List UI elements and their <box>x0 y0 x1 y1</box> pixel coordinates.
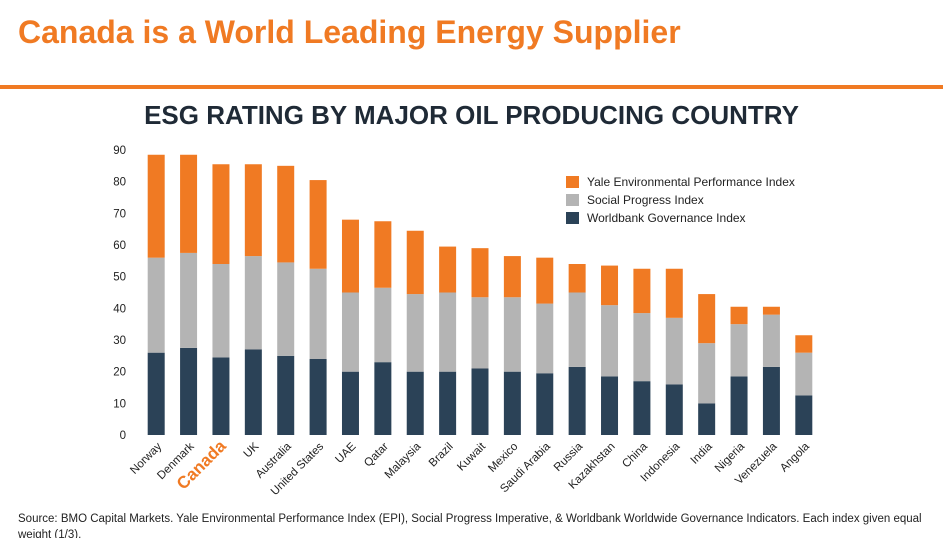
legend-swatch-worldbank-governance-index <box>566 212 579 224</box>
x-category-label: Canada <box>173 436 230 493</box>
bar-china-yale-environmental-performance-index <box>633 268 651 314</box>
bar-china-social-progress-index <box>633 313 651 382</box>
bar-uae-worldbank-governance-index <box>341 371 359 435</box>
bar-united-states-social-progress-index <box>309 268 327 359</box>
bar-india-social-progress-index <box>698 343 716 404</box>
bar-qatar-yale-environmental-performance-index <box>374 221 392 288</box>
legend-label: Yale Environmental Performance Index <box>587 175 795 189</box>
bar-australia-yale-environmental-performance-index <box>277 165 295 263</box>
bar-united-states-worldbank-governance-index <box>309 359 327 435</box>
legend-swatch-social-progress-index <box>566 194 579 206</box>
bar-venezuela-yale-environmental-performance-index <box>762 306 780 315</box>
bar-nigeria-social-progress-index <box>730 324 748 377</box>
bar-brazil-social-progress-index <box>439 292 457 372</box>
legend-swatch-yale-environmental-performance-index <box>566 176 579 188</box>
bar-venezuela-social-progress-index <box>762 314 780 367</box>
bar-kazakhstan-yale-environmental-performance-index <box>601 265 619 306</box>
bar-saudi-arabia-worldbank-governance-index <box>536 373 554 435</box>
bar-kuwait-social-progress-index <box>471 297 489 369</box>
bar-angola-worldbank-governance-index <box>795 395 813 435</box>
bar-australia-worldbank-governance-index <box>277 355 295 435</box>
x-category-label: China <box>620 440 650 470</box>
bar-nigeria-yale-environmental-performance-index <box>730 306 748 325</box>
bar-indonesia-yale-environmental-performance-index <box>665 268 683 318</box>
bar-norway-yale-environmental-performance-index <box>147 154 165 258</box>
bar-australia-social-progress-index <box>277 262 295 356</box>
y-tick-label: 60 <box>113 240 126 252</box>
bar-uae-social-progress-index <box>341 292 359 372</box>
bar-angola-social-progress-index <box>795 352 813 396</box>
y-tick-label: 80 <box>113 177 126 189</box>
bar-brazil-worldbank-governance-index <box>439 371 457 435</box>
bar-qatar-worldbank-governance-index <box>374 362 392 435</box>
legend-label: Worldbank Governance Index <box>587 211 746 225</box>
bar-kazakhstan-social-progress-index <box>601 305 619 377</box>
bar-russia-social-progress-index <box>568 292 586 367</box>
bar-angola-yale-environmental-performance-index <box>795 335 813 353</box>
x-category-label: Kuwait <box>455 440 488 473</box>
bar-china-worldbank-governance-index <box>633 381 651 435</box>
bar-mexico-worldbank-governance-index <box>503 371 521 435</box>
bar-malaysia-social-progress-index <box>406 294 424 372</box>
bar-mexico-social-progress-index <box>503 297 521 372</box>
y-tick-label: 50 <box>113 272 126 284</box>
bar-uk-worldbank-governance-index <box>244 349 262 435</box>
bar-kuwait-yale-environmental-performance-index <box>471 248 489 298</box>
y-tick-label: 0 <box>120 430 126 442</box>
x-category-label: Brazil <box>427 441 456 470</box>
bar-indonesia-social-progress-index <box>665 317 683 385</box>
x-category-label: UK <box>242 440 262 460</box>
chart-title: ESG RATING BY MAJOR OIL PRODUCING COUNTR… <box>144 100 799 130</box>
x-category-label: Angola <box>778 440 812 474</box>
bar-canada-worldbank-governance-index <box>212 357 230 435</box>
bar-uae-yale-environmental-performance-index <box>341 219 359 293</box>
y-tick-label: 70 <box>113 208 126 220</box>
y-tick-label: 40 <box>113 303 126 315</box>
bar-kazakhstan-worldbank-governance-index <box>601 376 619 435</box>
bar-uk-social-progress-index <box>244 256 262 350</box>
bar-russia-yale-environmental-performance-index <box>568 264 586 293</box>
bar-russia-worldbank-governance-index <box>568 366 586 435</box>
bar-kuwait-worldbank-governance-index <box>471 368 489 435</box>
bar-malaysia-yale-environmental-performance-index <box>406 230 424 295</box>
legend-label: Social Progress Index <box>587 193 704 207</box>
bar-denmark-worldbank-governance-index <box>180 347 198 435</box>
page-headline: Canada is a World Leading Energy Supplie… <box>18 14 681 50</box>
x-category-label: India <box>689 440 716 467</box>
bar-canada-social-progress-index <box>212 264 230 358</box>
bar-qatar-social-progress-index <box>374 287 392 363</box>
bar-india-yale-environmental-performance-index <box>698 294 716 344</box>
x-category-label: Malaysia <box>383 440 424 481</box>
bar-malaysia-worldbank-governance-index <box>406 371 424 435</box>
x-category-label: Qatar <box>362 441 391 470</box>
bar-brazil-yale-environmental-performance-index <box>439 246 457 293</box>
bar-mexico-yale-environmental-performance-index <box>503 256 521 298</box>
bar-nigeria-worldbank-governance-index <box>730 376 748 435</box>
bar-venezuela-worldbank-governance-index <box>762 366 780 435</box>
bar-norway-worldbank-governance-index <box>147 352 165 435</box>
header-divider <box>0 85 943 89</box>
bar-denmark-social-progress-index <box>180 252 198 348</box>
bar-india-worldbank-governance-index <box>698 403 716 435</box>
y-tick-label: 30 <box>113 335 126 347</box>
bar-saudi-arabia-social-progress-index <box>536 303 554 374</box>
bar-canada-yale-environmental-performance-index <box>212 164 230 264</box>
bar-united-states-yale-environmental-performance-index <box>309 180 327 269</box>
source-note: Source: BMO Capital Markets. Yale Enviro… <box>18 513 922 538</box>
y-tick-label: 20 <box>113 367 126 379</box>
bar-norway-social-progress-index <box>147 257 165 353</box>
bar-indonesia-worldbank-governance-index <box>665 384 683 435</box>
bar-denmark-yale-environmental-performance-index <box>180 154 198 253</box>
y-tick-label: 10 <box>113 398 126 410</box>
bar-saudi-arabia-yale-environmental-performance-index <box>536 257 554 304</box>
y-tick-label: 90 <box>113 145 126 157</box>
x-category-label: UAE <box>333 440 358 465</box>
bar-uk-yale-environmental-performance-index <box>244 164 262 257</box>
